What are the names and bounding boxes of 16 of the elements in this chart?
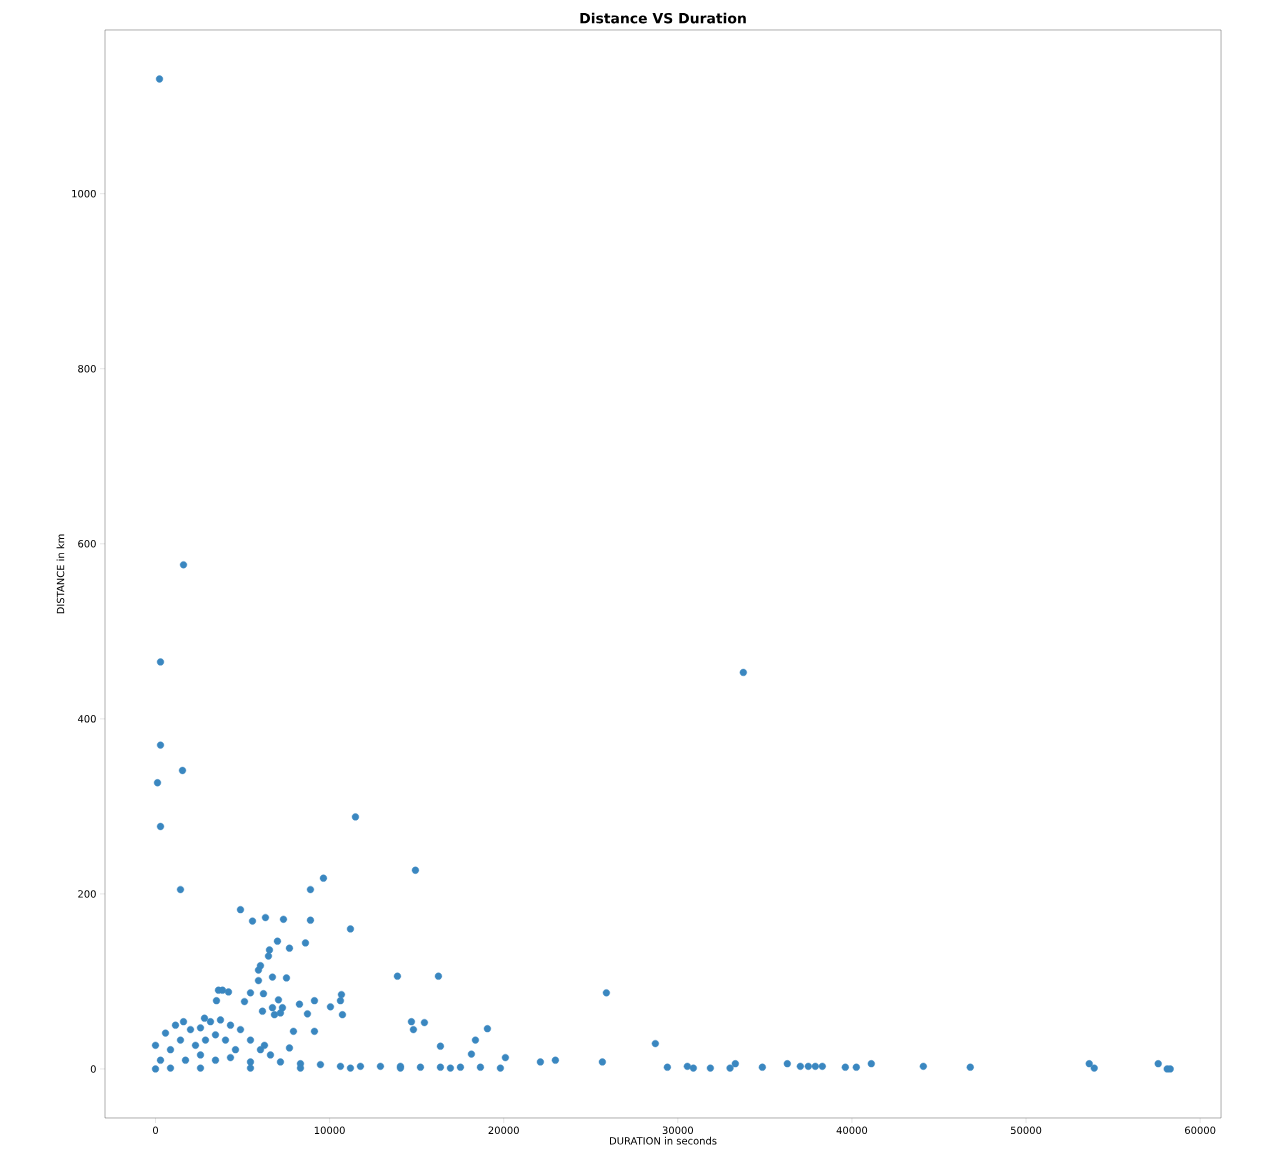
x-tick-label: 20000 [488, 1126, 519, 1135]
y-tick-label: 1000 [72, 189, 96, 198]
y-axis-title: DISTANCE in km [56, 534, 65, 614]
y-tick-label: 800 [78, 364, 96, 373]
x-tick-label: 0 [152, 1126, 159, 1135]
x-tick-label: 10000 [314, 1126, 345, 1135]
x-tick-label: 50000 [1010, 1126, 1042, 1135]
y-tick-label: 600 [78, 540, 96, 548]
x-tick-label: 60000 [1185, 1126, 1216, 1135]
y-tick-label: 0 [90, 1065, 96, 1073]
x-tick-label: 40000 [836, 1126, 868, 1135]
chart-title: Distance VS Duration [580, 12, 746, 24]
x-axis-title: DURATION in seconds [610, 1136, 717, 1145]
x-tick-label: 30000 [662, 1126, 694, 1135]
y-tick-label: 200 [78, 890, 96, 898]
y-tick-label: 400 [77, 715, 96, 723]
